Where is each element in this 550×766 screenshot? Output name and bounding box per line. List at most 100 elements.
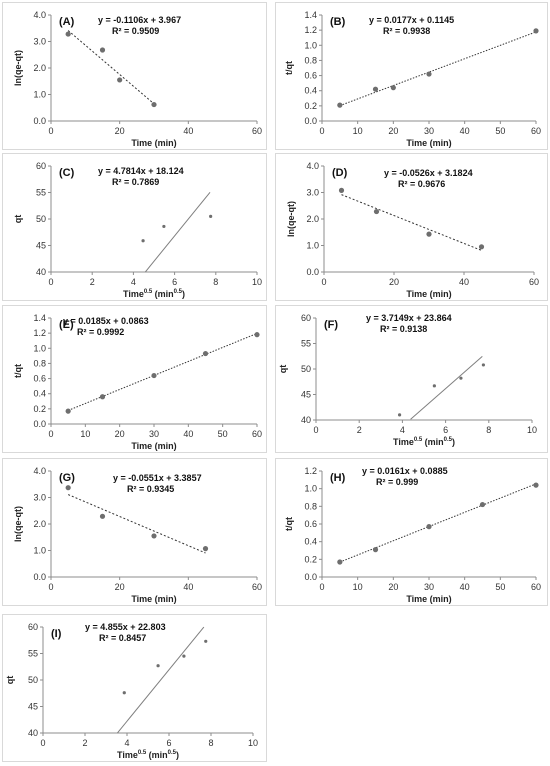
x-tick-label: 50: [495, 582, 505, 592]
r-squared-label: R² = 0.9938: [383, 26, 430, 36]
x-tick-label: 20: [388, 582, 398, 592]
y-tick-label: 0.0: [304, 572, 317, 582]
x-tick-label: 60: [252, 429, 262, 439]
data-point: [481, 363, 485, 367]
x-tick-label: 8: [213, 277, 218, 287]
x-tick-label: 0: [48, 126, 53, 136]
y-tick-label: 2.0: [33, 63, 46, 73]
data-point: [65, 485, 71, 491]
x-tick-label: 40: [459, 277, 469, 287]
y-tick-label: 0.8: [33, 358, 46, 368]
x-tick-label: 10: [80, 429, 90, 439]
x-tick-label: 60: [531, 126, 541, 136]
y-tick-label: 1.0: [33, 90, 46, 100]
r-squared-label: R² = 0.9676: [398, 179, 445, 189]
data-point: [426, 231, 432, 237]
data-point: [151, 101, 157, 108]
r-squared-label: R² = 0.7869: [112, 177, 159, 187]
chart-svg-f: 40 45 50 55 60 0 2 4 6 8 10 Time0.5 (min0.5) qt (F) y …: [278, 313, 537, 447]
trendline-equation: y = 3.7149x + 23.864: [366, 313, 452, 323]
y-tick-label: 45: [301, 390, 311, 400]
chart-panel-d: 0.0 1.0 2.0 3.0 4.0 0 20 40 60 Time (min) ln(qe-qt…: [275, 153, 548, 301]
y-tick-label: 0.0: [33, 116, 46, 126]
data-point: [533, 482, 539, 488]
x-tick-label: 0: [319, 582, 324, 592]
data-point: [337, 102, 343, 108]
panel-label: (B): [330, 16, 346, 28]
data-point: [117, 77, 123, 83]
y-tick-label: 0.6: [304, 71, 317, 81]
y-tick-label: 0.4: [304, 86, 317, 96]
data-point: [373, 208, 380, 215]
x-axis-label: Time0.5 (min0.5): [117, 750, 179, 760]
x-axis-label: Time (min): [406, 289, 451, 299]
panel-label: (A): [59, 16, 75, 28]
x-tick-label: 10: [527, 425, 537, 435]
data-point: [122, 691, 126, 695]
r-squared-label: R² = 0.8457: [99, 633, 146, 643]
y-tick-label: 3.0: [33, 493, 46, 503]
x-tick-label: 2: [82, 738, 87, 748]
x-tick-label: 40: [183, 429, 193, 439]
y-tick-label: 4.0: [33, 10, 46, 20]
y-tick-label: 2.0: [306, 214, 319, 224]
x-tick-label: 30: [424, 126, 434, 136]
data-point: [337, 559, 343, 565]
x-tick-label: 10: [353, 582, 363, 592]
data-point: [372, 86, 379, 92]
y-tick-label: 1.0: [306, 241, 319, 251]
y-tick-label: 3.0: [306, 188, 319, 198]
chart-panel-e: 0.0 0.2 0.4 0.6 0.8 1.0 1.2 1.4 0 10 20 30 40 50 60 Tim…: [2, 305, 267, 453]
r-squared-label: R² = 0.999: [376, 477, 418, 487]
trendline: [339, 31, 537, 107]
trendline-equation: y = 0.0177x + 0.1145: [369, 15, 454, 25]
y-tick-label: 3.0: [33, 37, 46, 47]
y-tick-label: 2.0: [33, 519, 46, 529]
chart-panel-c: 40 45 50 55 60 0 2 4 6 8 10 Time0.5 (min0.5) qt (C) y …: [2, 153, 267, 301]
x-axis-label: Time0.5 (min0.5): [393, 437, 455, 447]
x-axis-label: Time (min): [406, 138, 451, 148]
chart-panel-b: 0.0 0.2 0.4 0.6 0.8 1.0 1.2 1.4 0 10 20 30 40 50 60 Tim…: [275, 2, 548, 150]
x-axis-label: Time (min): [131, 441, 176, 451]
y-tick-label: 1.2: [304, 466, 317, 476]
x-tick-label: 40: [460, 126, 470, 136]
chart-svg-e: 0.0 0.2 0.4 0.6 0.8 1.0 1.2 1.4 0 10 20 30 40 50 60 Tim…: [13, 313, 262, 451]
data-point: [459, 376, 463, 380]
data-point: [151, 533, 157, 539]
x-tick-label: 30: [149, 429, 159, 439]
chart-panel-g: 0.0 1.0 2.0 3.0 4.0 0 20 40 60 Time (min) ln(qe-qt…: [2, 458, 267, 606]
y-tick-label: 1.2: [33, 328, 46, 338]
x-tick-label: 8: [208, 738, 213, 748]
y-tick-label: 60: [28, 622, 38, 632]
data-point: [254, 332, 260, 338]
trendline-equation: y = -0.0551x + 3.3857: [113, 473, 202, 483]
y-tick-label: 0.4: [33, 389, 46, 399]
x-tick-label: 8: [486, 425, 491, 435]
y-tick-label: 40: [28, 728, 38, 738]
y-tick-label: 55: [301, 339, 311, 349]
trendline-equation: y = 4.7814x + 18.124: [98, 166, 184, 176]
trendline-equation: y = -0.1106x + 3.967: [98, 15, 181, 25]
x-tick-label: 0: [319, 126, 324, 136]
trendline: [341, 194, 482, 251]
x-tick-label: 0: [313, 425, 318, 435]
x-tick-label: 50: [495, 126, 505, 136]
data-point: [156, 664, 160, 668]
data-point: [426, 524, 432, 530]
chart-svg-c: 40 45 50 55 60 0 2 4 6 8 10 Time0.5 (min0.5) qt (C) y …: [13, 161, 262, 299]
y-tick-label: 0.4: [304, 537, 317, 547]
x-tick-label: 60: [531, 582, 541, 592]
data-point: [397, 413, 402, 417]
chart-svg-d: 0.0 1.0 2.0 3.0 4.0 0 20 40 60 Time (min) ln(qe-qt…: [286, 161, 539, 299]
x-tick-label: 10: [353, 126, 363, 136]
trendline: [410, 356, 483, 420]
data-point: [209, 214, 213, 218]
y-tick-label: 1.4: [33, 313, 46, 323]
x-tick-label: 4: [131, 277, 136, 287]
y-tick-label: 50: [301, 364, 311, 374]
trendline-equation: y = 4.855x + 22.803: [85, 622, 166, 632]
y-tick-label: 60: [36, 161, 46, 171]
y-tick-label: 55: [36, 188, 46, 198]
y-axis-label: ln(qe-qt): [13, 50, 23, 86]
chart-panel-a: 0.0 1.0 2.0 3.0 4.0 0 20 40 60 Time (min) ln(qe-qt…: [2, 2, 267, 150]
